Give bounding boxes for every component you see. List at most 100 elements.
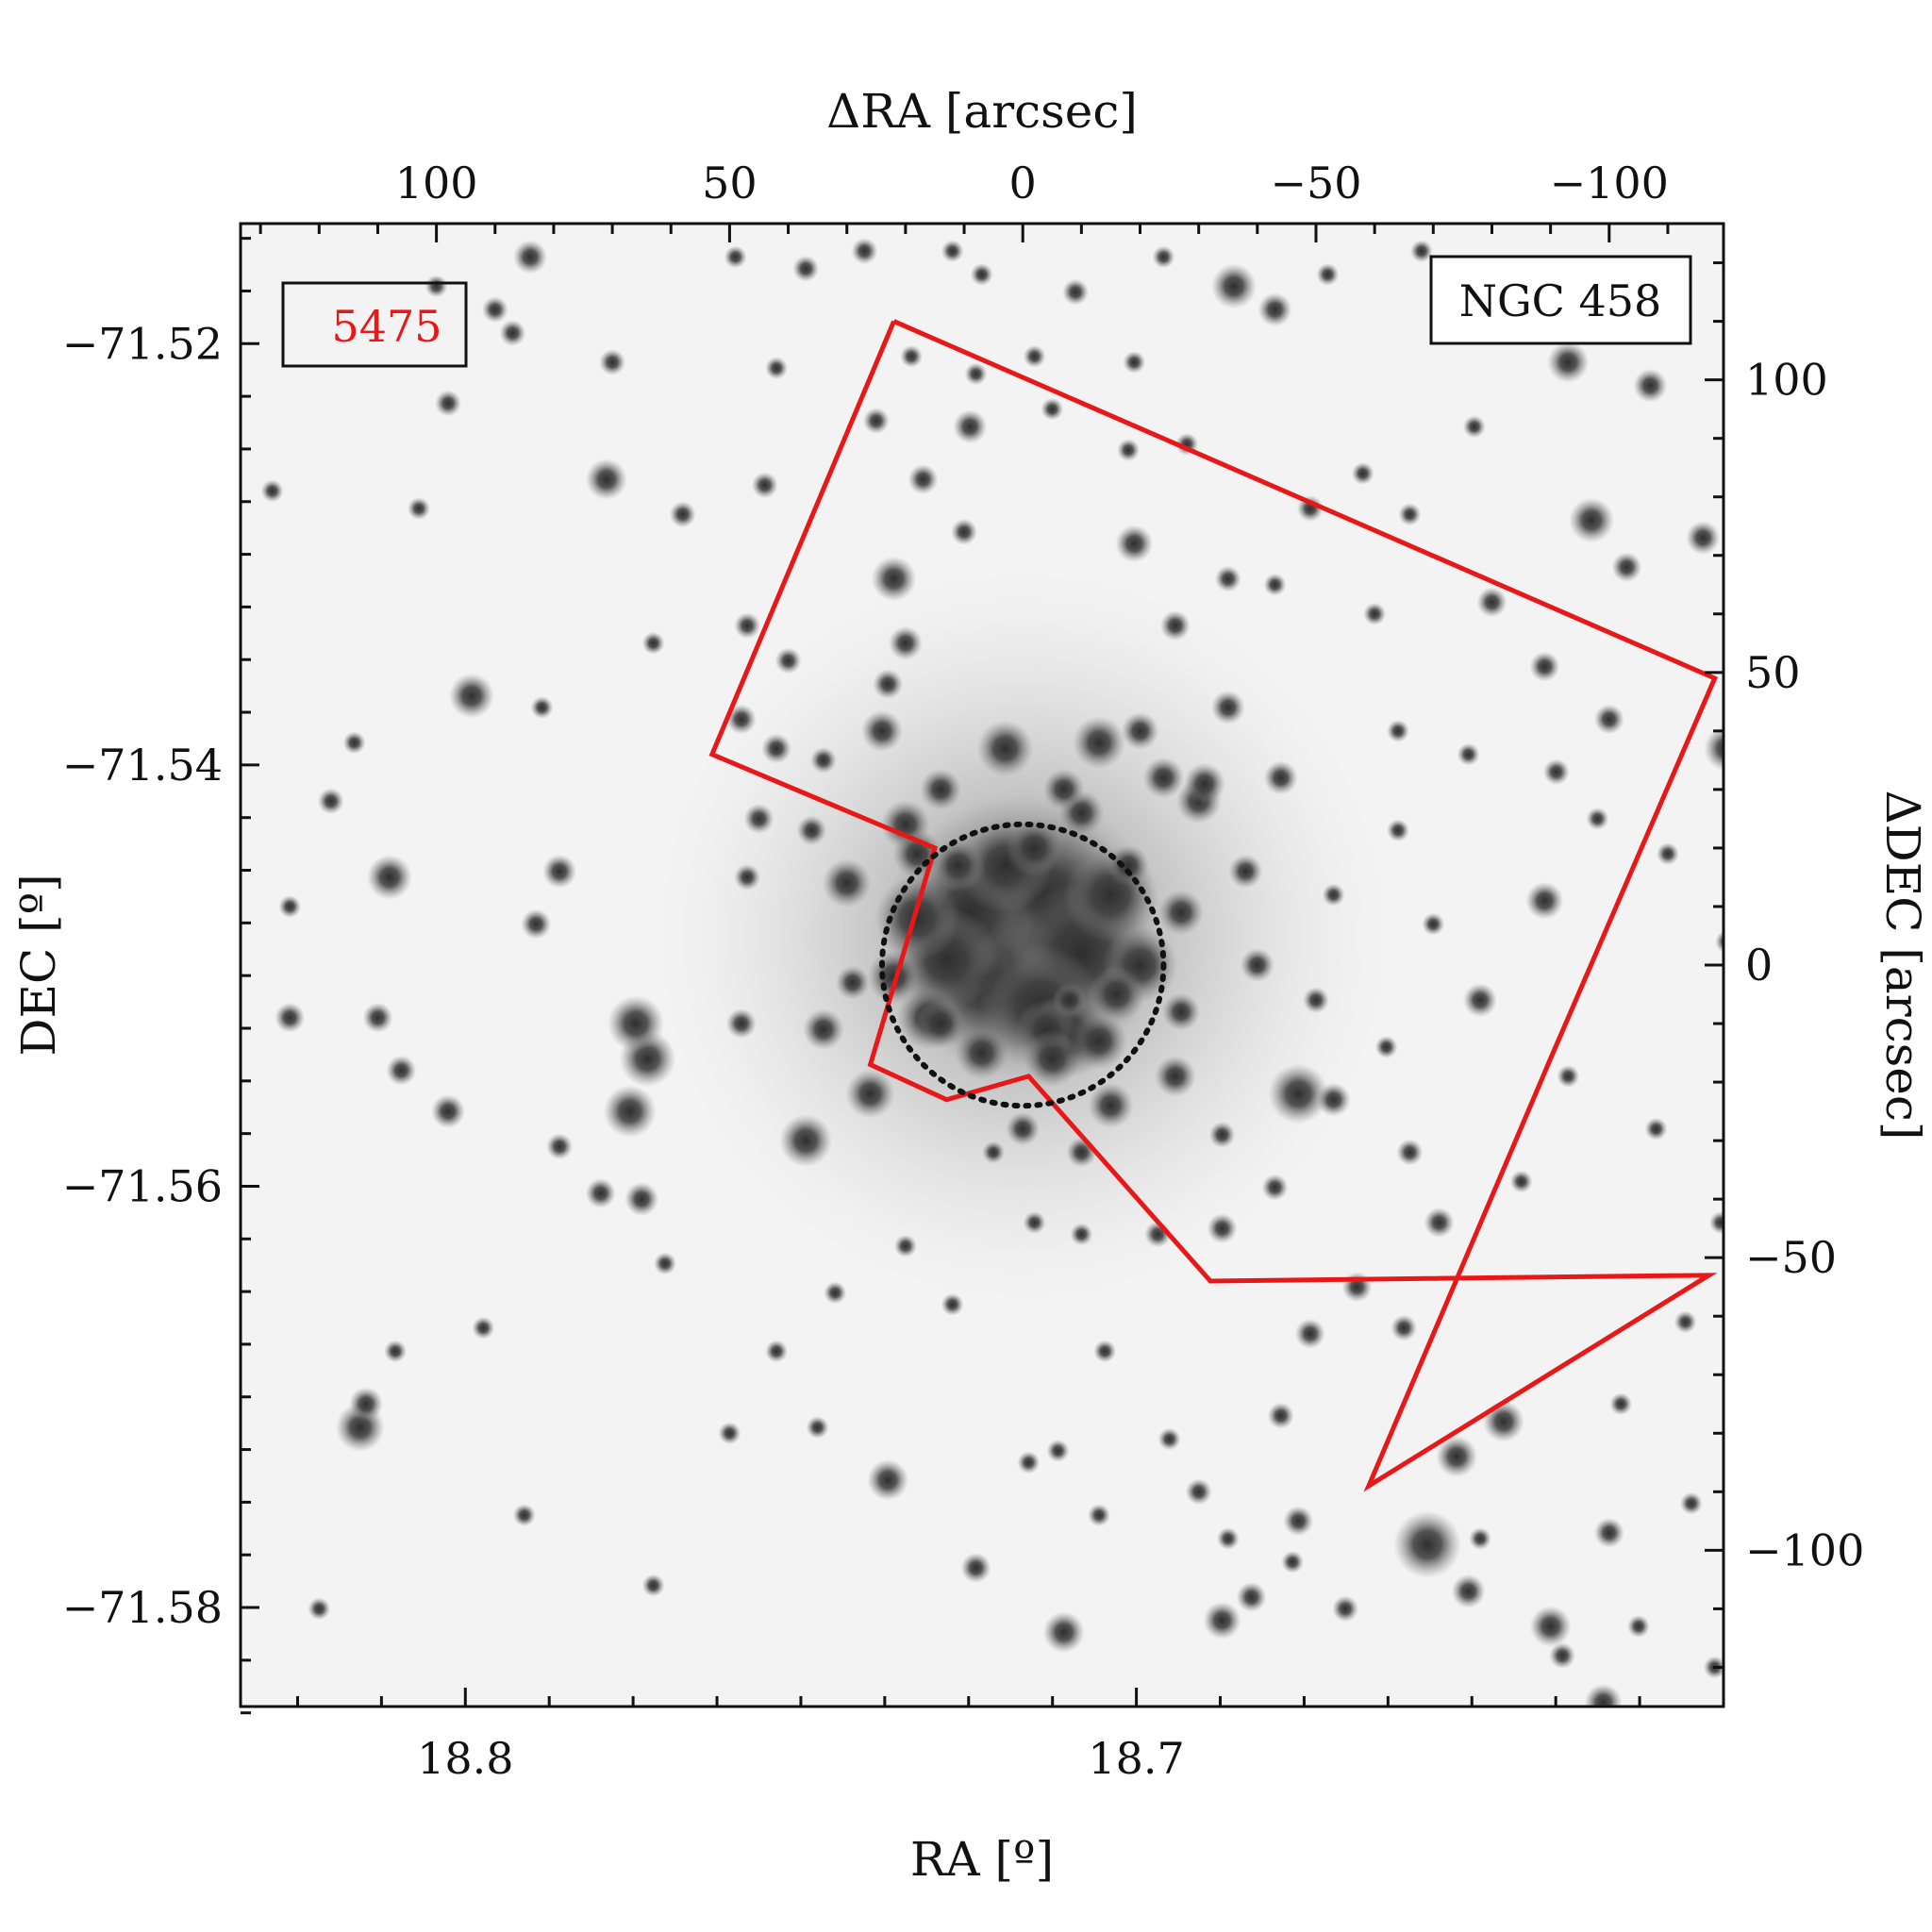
star-118 bbox=[448, 673, 494, 719]
star-48 bbox=[861, 709, 903, 752]
star-181 bbox=[317, 788, 344, 815]
star-130 bbox=[603, 1085, 657, 1139]
star-47 bbox=[1210, 691, 1245, 724]
star-195 bbox=[1715, 930, 1724, 953]
star-182 bbox=[1017, 1451, 1041, 1474]
star-65 bbox=[1463, 983, 1497, 1018]
star-180 bbox=[342, 731, 366, 755]
star-24 bbox=[1183, 762, 1225, 805]
star-193 bbox=[1626, 1615, 1650, 1638]
star-134 bbox=[275, 1002, 306, 1033]
star-208 bbox=[1316, 263, 1340, 286]
star-199 bbox=[1387, 819, 1409, 842]
dra-tick-label-0: 100 bbox=[395, 158, 478, 208]
star-141 bbox=[960, 1553, 991, 1583]
cluster-name-label: NGC 458 bbox=[1459, 275, 1662, 326]
star-145 bbox=[1469, 1527, 1491, 1550]
star-80 bbox=[1185, 1478, 1212, 1506]
star-110 bbox=[941, 240, 964, 263]
star-55 bbox=[1257, 292, 1292, 327]
field-id-box: 5475 bbox=[281, 281, 468, 368]
star-209 bbox=[1152, 245, 1175, 269]
star-202 bbox=[1374, 1035, 1398, 1058]
star-96 bbox=[1041, 397, 1064, 421]
star-148 bbox=[1052, 983, 1087, 1018]
ra-tick-label-1: 18.7 bbox=[1088, 1733, 1184, 1784]
star-77 bbox=[1451, 1574, 1486, 1608]
star-28 bbox=[1158, 890, 1204, 936]
star-157 bbox=[765, 1340, 789, 1363]
star-173 bbox=[1023, 344, 1046, 368]
star-31 bbox=[1121, 711, 1159, 750]
star-70 bbox=[1267, 1402, 1294, 1429]
star-97 bbox=[1123, 351, 1146, 374]
star-201 bbox=[1303, 987, 1329, 1014]
star-197 bbox=[1586, 807, 1609, 830]
star-161 bbox=[472, 1316, 495, 1340]
star-121 bbox=[765, 357, 789, 380]
star-54 bbox=[1211, 263, 1257, 309]
star-144 bbox=[1281, 1550, 1305, 1574]
star-142 bbox=[1042, 1611, 1085, 1654]
star-186 bbox=[1509, 1170, 1533, 1193]
star-124 bbox=[278, 895, 302, 918]
star-73 bbox=[1393, 1510, 1462, 1579]
star-125 bbox=[366, 854, 412, 900]
star-169 bbox=[513, 240, 548, 275]
star-205 bbox=[1462, 415, 1486, 439]
star-165 bbox=[308, 1597, 331, 1621]
star-179 bbox=[530, 696, 554, 719]
dra-tick-label-4: −100 bbox=[1550, 158, 1669, 208]
star-68 bbox=[1391, 1314, 1418, 1341]
star-137 bbox=[546, 1133, 574, 1160]
star-29 bbox=[920, 768, 962, 810]
dec-tick-label-3: −71.58 bbox=[62, 1582, 223, 1633]
star-105 bbox=[953, 409, 988, 444]
star-185 bbox=[1396, 1139, 1424, 1166]
star-155 bbox=[893, 1234, 917, 1257]
star-40 bbox=[1088, 1082, 1134, 1128]
y-axis-title-left: DEC [º] bbox=[11, 874, 66, 1056]
star-102 bbox=[888, 625, 923, 660]
star-108 bbox=[900, 344, 924, 368]
star-56 bbox=[1547, 341, 1590, 383]
star-109 bbox=[851, 238, 878, 265]
star-162 bbox=[384, 1340, 408, 1363]
star-168 bbox=[499, 320, 526, 346]
star-35 bbox=[1240, 948, 1274, 982]
star-128 bbox=[608, 995, 664, 1052]
star-79 bbox=[1203, 1601, 1241, 1640]
star-36 bbox=[835, 965, 870, 1000]
star-107 bbox=[862, 408, 890, 435]
x-axis-title-top: ΔRA [arcsec] bbox=[826, 84, 1138, 139]
star-163 bbox=[512, 1504, 536, 1527]
star-64 bbox=[1525, 881, 1564, 920]
star-160 bbox=[718, 1422, 741, 1445]
star-30 bbox=[1042, 768, 1085, 810]
star-44 bbox=[845, 1069, 895, 1119]
star-175 bbox=[435, 390, 461, 417]
star-43 bbox=[802, 1008, 844, 1051]
star-114 bbox=[725, 704, 757, 735]
star-74 bbox=[1529, 1606, 1572, 1647]
star-176 bbox=[260, 479, 284, 503]
star-95 bbox=[1117, 439, 1141, 462]
star-164 bbox=[641, 1574, 665, 1597]
star-204 bbox=[1398, 503, 1422, 526]
star-86 bbox=[1208, 1121, 1236, 1148]
star-18 bbox=[1088, 966, 1145, 1023]
star-76 bbox=[1593, 1517, 1624, 1548]
star-98 bbox=[1062, 278, 1090, 306]
star-21 bbox=[976, 720, 1034, 777]
star-154 bbox=[1046, 1439, 1070, 1462]
star-156 bbox=[824, 1281, 847, 1305]
ddec-tick-label-4: −100 bbox=[1745, 1524, 1864, 1575]
star-94 bbox=[1387, 719, 1409, 742]
star-88 bbox=[1214, 565, 1241, 592]
star-183 bbox=[1158, 1427, 1181, 1451]
star-151 bbox=[1070, 1223, 1093, 1246]
star-117 bbox=[796, 815, 827, 846]
star-16 bbox=[1006, 819, 1063, 876]
y-axis-title-right: ΔDEC [arcsec] bbox=[1875, 791, 1930, 1141]
star-51 bbox=[1066, 1137, 1097, 1168]
